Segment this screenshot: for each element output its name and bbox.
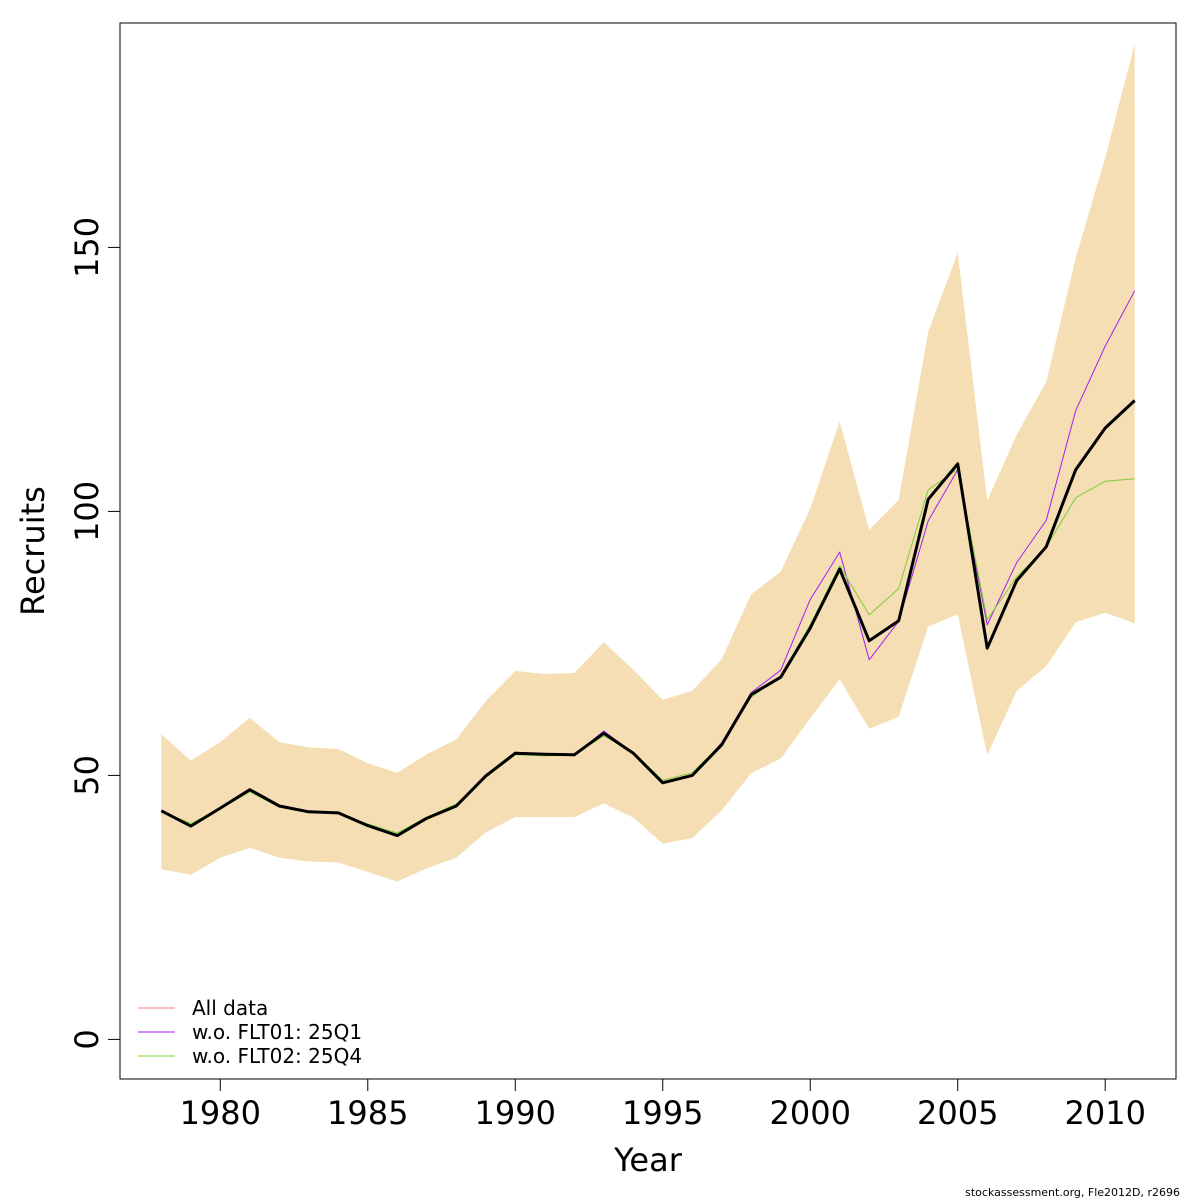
confidence-band (161, 44, 1135, 882)
credit-text: stockassessment.org, Fle2012D, r2696 (965, 1186, 1180, 1199)
confidence-band-layer (161, 44, 1135, 882)
x-tick-label: 1980 (180, 1094, 261, 1132)
y-axis-title: Recruits (14, 486, 52, 616)
legend-label: w.o. FLT02: 25Q4 (192, 1044, 362, 1068)
x-axis: 1980 1985 1990 1995 2000 2005 2010 (180, 1078, 1146, 1132)
x-tick-label: 2005 (917, 1094, 998, 1132)
x-tick-label: 1985 (327, 1094, 408, 1132)
y-tick-label: 100 (68, 481, 106, 542)
y-axis: 0 50 100 150 (68, 217, 121, 1050)
x-tick-label: 2000 (770, 1094, 851, 1132)
y-tick-label: 150 (68, 217, 106, 278)
y-tick-label: 50 (68, 755, 106, 796)
x-axis-title: Year (613, 1141, 683, 1179)
series-layer (160, 290, 1136, 838)
legend-label: All data (192, 996, 268, 1020)
y-tick-label: 0 (68, 1029, 106, 1049)
legend-label: w.o. FLT01: 25Q1 (192, 1020, 362, 1044)
x-tick-label: 2010 (1064, 1094, 1145, 1132)
x-tick-label: 1995 (622, 1094, 703, 1132)
series-line-estimate (160, 399, 1136, 838)
x-tick-label: 1990 (475, 1094, 556, 1132)
